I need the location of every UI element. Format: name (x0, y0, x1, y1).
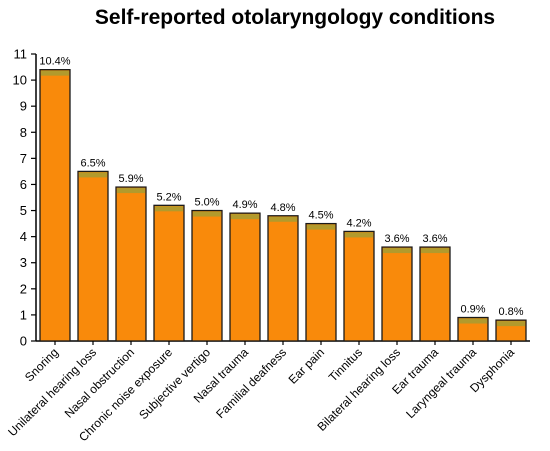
data-label: 4.9% (232, 199, 257, 211)
bar-top-band (41, 70, 69, 76)
y-tick-label: 5 (20, 203, 27, 218)
bar-top-band (117, 188, 145, 194)
bar-top-band (79, 172, 107, 178)
y-tick-label: 2 (20, 281, 27, 296)
bar-top-band (459, 318, 487, 324)
data-label: 3.6% (422, 233, 447, 245)
bar-top-band (193, 211, 221, 217)
data-label: 4.2% (346, 217, 371, 229)
data-label: 4.8% (270, 202, 295, 214)
bar (305, 222, 337, 342)
bar (267, 215, 299, 342)
data-label: 3.6% (384, 233, 409, 245)
y-tick-label: 4 (20, 229, 27, 244)
bar (381, 246, 413, 342)
bar (229, 212, 261, 342)
bar (77, 170, 109, 342)
data-label: 0.9% (460, 304, 485, 316)
bar-top-band (307, 224, 335, 230)
data-label: 4.5% (308, 210, 333, 222)
y-tick-label: 3 (20, 255, 27, 270)
bar (419, 246, 451, 342)
y-tick-label: 7 (20, 151, 27, 166)
bar (153, 204, 185, 342)
data-label: 0.8% (498, 306, 523, 318)
y-tick-label: 6 (20, 177, 27, 192)
y-tick-label: 10 (13, 73, 27, 88)
y-tick-label: 0 (20, 334, 27, 349)
bar (191, 209, 223, 342)
y-tick-label: 8 (20, 125, 27, 140)
x-tick-label: Laryngeal trauma (403, 345, 479, 421)
data-label: 6.5% (80, 157, 105, 169)
bar (115, 186, 147, 342)
bar-top-band (383, 248, 411, 254)
data-label: 5.0% (194, 197, 219, 209)
bar-top-band (497, 321, 525, 327)
bar-top-band (269, 216, 297, 222)
bar-top-band (231, 214, 259, 220)
data-label: 5.2% (156, 191, 181, 203)
y-tick-label: 11 (14, 47, 28, 62)
bar (343, 230, 375, 342)
x-tick-label: Familial deafness (213, 345, 289, 421)
y-tick-label: 1 (20, 307, 27, 322)
y-tick-label: 9 (20, 99, 27, 114)
data-label: 5.9% (118, 173, 143, 185)
chart-title: Self-reported otolaryngology conditions (94, 6, 496, 29)
bar-top-band (345, 232, 373, 238)
bar (39, 69, 71, 342)
x-tick-label: Nasal obstruction (62, 345, 137, 420)
bar-top-band (421, 248, 449, 254)
data-label: 10.4% (39, 56, 70, 68)
x-tick-label: Ear pain (286, 345, 328, 387)
bar-top-band (155, 206, 183, 212)
